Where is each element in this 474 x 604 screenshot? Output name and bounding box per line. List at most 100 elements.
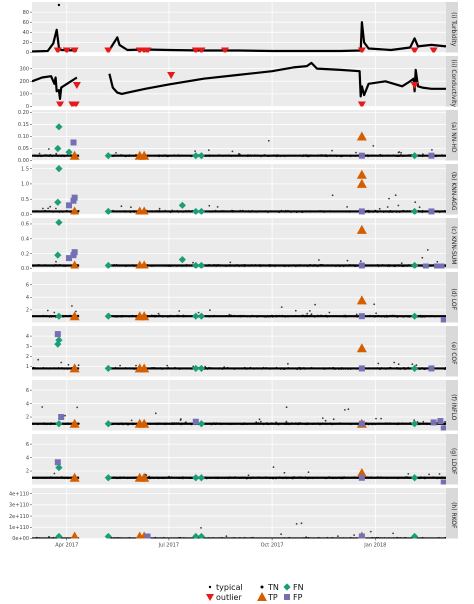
typical-point: [154, 412, 157, 415]
panel-background: [32, 380, 446, 431]
typical-point: [332, 418, 335, 421]
typical-point: [397, 204, 400, 207]
fn-marker: [192, 474, 200, 482]
typical-point: [158, 207, 161, 210]
typical-point: [426, 249, 429, 251]
fp-marker: [428, 365, 435, 372]
fp-marker: [358, 365, 365, 372]
typical-point: [306, 312, 309, 315]
typical-point: [331, 149, 333, 152]
legend-item-TP: TP: [257, 592, 278, 602]
tp-marker: [139, 472, 150, 482]
typical-point: [192, 261, 194, 264]
typical-point: [388, 197, 390, 200]
panel-strip-label: (i) Turbidity: [450, 12, 457, 47]
fn-marker: [104, 474, 112, 482]
typical-point: [318, 259, 320, 261]
typical-point: [229, 261, 232, 264]
fn-marker: [104, 532, 112, 539]
y-tick-label: 60: [23, 20, 29, 26]
panel-strip-label: (ii) Conductivity: [450, 59, 457, 107]
fp-marker: [440, 425, 446, 431]
panel-knnsum: 0.0 0.2 0.4 0.6 (c) KNN-SUM: [21, 218, 458, 272]
x-tick-label: Oct 2017: [261, 543, 284, 549]
fp-marker: [440, 316, 446, 323]
fp-marker: [422, 263, 429, 269]
fp-marker: [358, 152, 365, 159]
tp-marker: [70, 206, 80, 215]
fp-marker: [358, 262, 365, 269]
panel-lof: 2 4 6 (d) LOF: [26, 272, 458, 323]
tp-marker: [69, 418, 80, 428]
legend-typical-symbol: [208, 585, 212, 589]
outlier-marker: [70, 47, 79, 53]
fn-marker: [104, 420, 112, 428]
y-tick-label: 0.20: [18, 110, 29, 116]
fn-marker: [410, 532, 419, 539]
panel-data: [32, 3, 446, 53]
typical-point: [115, 152, 117, 154]
y-tick-label: 6: [26, 388, 29, 394]
fp-marker: [54, 459, 61, 466]
series-line: [32, 75, 78, 100]
chart-panels: 0 20 40 60 80 (i) Turbidity 0 100 200 300 (ii) Con…: [9, 2, 458, 542]
panel-turbidity: 0 20 40 60 80 (i) Turbidity: [23, 2, 458, 56]
fp-marker: [70, 139, 77, 146]
typical-point: [53, 311, 56, 314]
typical-point: [64, 414, 66, 417]
fn-marker: [55, 336, 63, 344]
fn-marker: [54, 144, 62, 153]
tp-marker: [69, 150, 80, 160]
y-tick-label: 2: [26, 308, 29, 314]
y-tick-label: 2: [26, 415, 29, 421]
legend-FP-label: FP: [293, 593, 303, 602]
y-tick-label: 0.05: [18, 146, 29, 152]
typical-point: [377, 362, 380, 365]
fp-marker: [358, 420, 365, 427]
tp-marker: [139, 206, 149, 215]
series-line: [32, 28, 77, 53]
typical-point: [309, 310, 311, 312]
outlier-marker: [72, 82, 81, 90]
outlier-marker: [62, 47, 71, 53]
fp-marker: [430, 419, 437, 426]
panel-strip: [446, 434, 458, 485]
y-tick-label: 0e+00: [12, 536, 29, 542]
tp-marker: [139, 363, 150, 373]
fn-marker: [104, 207, 112, 215]
panel-rkof: 0e+00 1e+110 2e+110 3e+110 4e+110 (h) RKOF: [9, 488, 458, 542]
typical-point: [57, 3, 61, 7]
fp-marker: [358, 474, 365, 481]
y-tick-label: 6: [26, 282, 29, 288]
outlier-marker: [143, 47, 152, 53]
typical-point: [166, 364, 169, 367]
y-tick-label: 0.5: [21, 197, 29, 203]
panel-data: [32, 218, 446, 269]
typical-point: [392, 532, 394, 535]
legend-FN-label: FN: [293, 583, 304, 592]
fp-marker: [440, 479, 446, 485]
panel-strip: [446, 110, 458, 161]
panel-background: [32, 218, 446, 269]
y-tick-label: 100: [19, 92, 29, 98]
outlier-marker: [167, 71, 176, 79]
typical-point: [414, 201, 417, 204]
typical-point: [328, 311, 331, 314]
fn-marker: [104, 152, 112, 160]
series-line: [108, 21, 446, 53]
y-tick-label: 2: [26, 354, 29, 360]
typical-point: [436, 260, 439, 263]
y-tick-label: 0: [26, 50, 29, 56]
y-tick-label: 4: [26, 401, 29, 407]
typical-point: [76, 406, 79, 409]
typical-point: [77, 364, 80, 367]
fn-marker: [178, 201, 186, 209]
typical-point: [47, 207, 49, 210]
fn-marker: [197, 261, 206, 269]
typical-point: [295, 523, 298, 525]
fp-marker: [438, 263, 445, 269]
panel-strip: [446, 56, 458, 107]
typical-point: [42, 207, 44, 210]
panel-strip: [446, 218, 458, 269]
fp-marker: [428, 152, 435, 159]
